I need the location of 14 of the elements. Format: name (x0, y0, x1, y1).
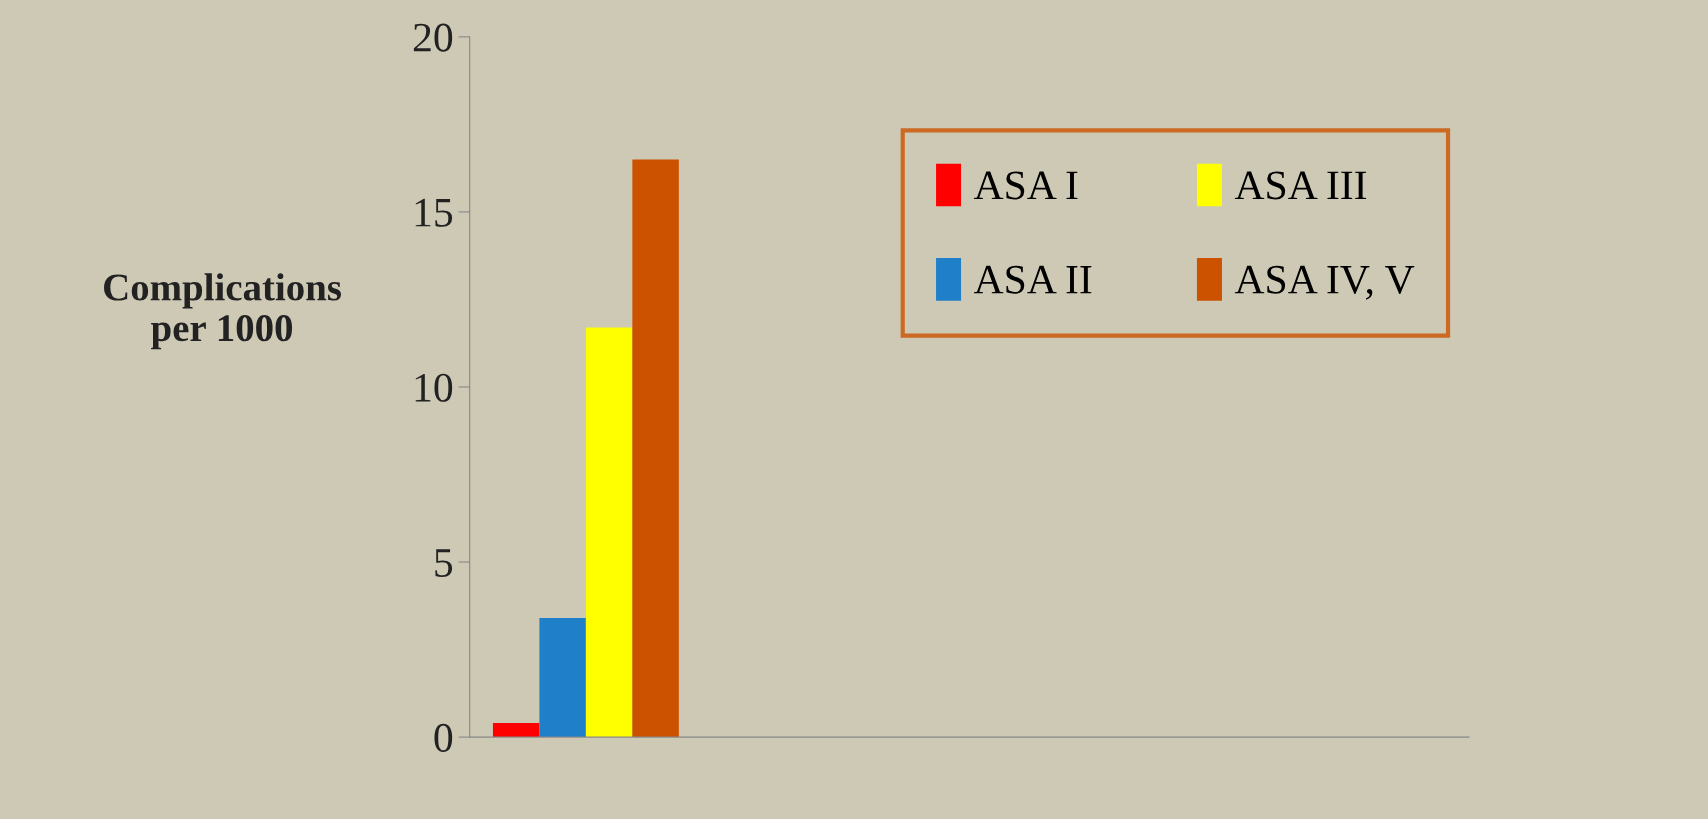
y-tick-label: 0 (434, 723, 453, 752)
bar (492, 723, 540, 738)
bar (632, 159, 679, 738)
legend-label: ASA IV, V (1234, 265, 1415, 300)
bar (585, 327, 633, 738)
y-tick-label: 15 (415, 198, 453, 227)
y-tick-label: 20 (413, 23, 453, 52)
y-tick-label: 10 (415, 373, 453, 402)
y-tick-label: 5 (435, 549, 453, 577)
bar (539, 618, 586, 738)
legend-label: ASA III (1234, 171, 1367, 200)
legend-label: ASA II (973, 265, 1092, 294)
legend-label: ASA I (973, 171, 1078, 200)
y-axis-title: Complications per 1000 (104, 273, 341, 350)
